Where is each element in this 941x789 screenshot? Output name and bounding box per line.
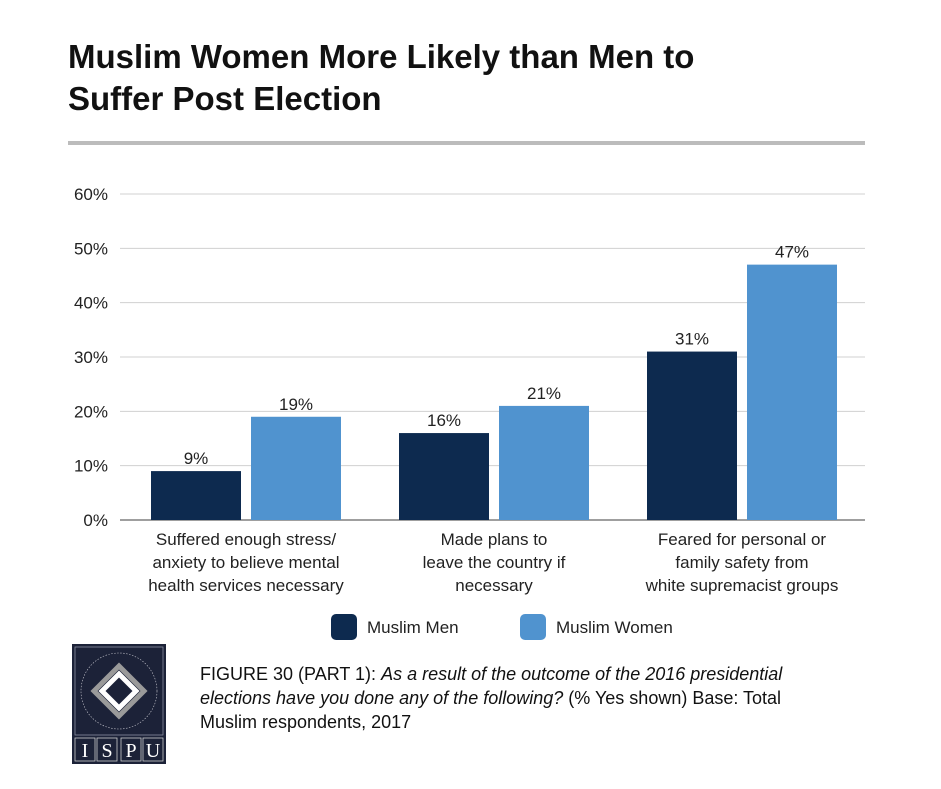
bar: [747, 264, 837, 520]
data-label: 16%: [427, 411, 461, 430]
data-label: 9%: [184, 449, 209, 468]
y-tick-label: 60%: [74, 185, 108, 204]
y-tick-label: 20%: [74, 402, 108, 421]
ispu-logo: I S P U: [72, 644, 166, 764]
x-tick-label: family safety from: [675, 553, 808, 572]
y-tick-label: 30%: [74, 348, 108, 367]
bar-chart: 0% 10% 20% 30% 40% 50% 60% 9% 19% Suffered enough…: [74, 185, 865, 640]
caption-label: FIGURE 30 (PART 1): [200, 664, 372, 684]
title-line-2: Suffer Post Election: [68, 80, 382, 117]
y-tick-label: 10%: [74, 457, 108, 476]
data-label: 47%: [775, 243, 809, 262]
x-tick-label: white supremacist groups: [645, 576, 839, 595]
data-label: 19%: [279, 395, 313, 414]
y-tick-label: 50%: [74, 239, 108, 258]
x-tick-label: Feared for personal or: [658, 530, 827, 549]
legend-label: Muslim Women: [556, 618, 673, 637]
x-tick-label: Suffered enough stress/: [156, 530, 336, 549]
bar: [499, 405, 589, 520]
x-tick-label: health services necessary: [148, 576, 344, 595]
x-tick-label: anxiety to believe mental: [152, 553, 339, 572]
bar: [647, 351, 737, 520]
data-label: 31%: [675, 330, 709, 349]
logo-letter: I: [82, 740, 89, 762]
title-line-1: Muslim Women More Likely than Men to: [68, 38, 695, 75]
legend-swatch: [520, 614, 546, 640]
caption-question: As a result of the outcome of the 2016 p…: [200, 664, 783, 708]
y-tick-label: 0%: [83, 511, 108, 530]
bar: [251, 416, 341, 520]
x-tick-label: leave the country if: [423, 553, 566, 572]
x-tick-label: necessary: [455, 576, 533, 595]
title-divider: [68, 141, 865, 145]
legend-swatch: [331, 614, 357, 640]
caption-note: (% Yes shown) Base: Total Muslim respond…: [200, 688, 782, 732]
bar: [151, 471, 241, 520]
logo-letter: S: [101, 740, 112, 762]
data-label: 21%: [527, 384, 561, 403]
x-tick-label: Made plans to: [441, 530, 548, 549]
chart-title: Muslim Women More Likely than Men to Suf…: [68, 36, 694, 120]
logo-letter: U: [146, 740, 161, 762]
caption-separator: :: [371, 664, 382, 684]
figure-caption: FIGURE 30 (PART 1): As a result of the o…: [200, 662, 840, 734]
y-tick-label: 40%: [74, 294, 108, 313]
logo-letter: P: [125, 740, 136, 762]
bar: [399, 433, 489, 520]
legend-label: Muslim Men: [367, 618, 459, 637]
